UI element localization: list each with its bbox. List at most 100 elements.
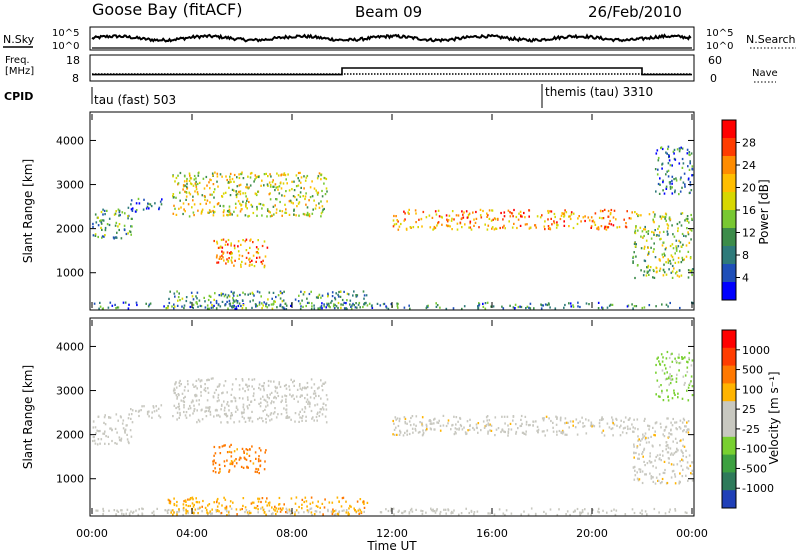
scatter-cell <box>425 511 427 514</box>
scatter-cell <box>648 273 650 276</box>
scatter-cell <box>266 504 268 507</box>
scatter-cell <box>671 352 673 355</box>
scatter-cell <box>321 210 324 213</box>
scatter-cell <box>215 299 218 303</box>
scatter-cell <box>633 478 636 481</box>
scatter-cell <box>185 296 188 299</box>
scatter-cell <box>272 291 275 294</box>
scatter-cell <box>197 507 199 510</box>
scatter-cell <box>467 213 470 217</box>
scatter-cell <box>97 415 100 418</box>
scatter-cell <box>172 175 174 178</box>
scatter-cell <box>306 386 309 389</box>
scatter-cell <box>345 302 347 305</box>
scatter-cell <box>655 305 657 308</box>
scatter-cell <box>385 306 388 309</box>
scatter-cell <box>128 413 130 416</box>
scatter-cell <box>315 296 318 299</box>
scatter-cell <box>655 476 658 479</box>
scatter-cell <box>380 511 383 514</box>
scatter-cell <box>295 496 298 499</box>
power-scatter <box>92 145 694 311</box>
scatter-cell <box>675 380 678 383</box>
scatter-cell <box>283 290 285 293</box>
scatter-cell <box>213 391 216 394</box>
scatter-cell <box>653 231 655 234</box>
scatter-cell <box>148 410 150 413</box>
scatter-cell <box>550 210 553 213</box>
scatter-cell <box>106 209 108 212</box>
scatter-cell <box>487 512 489 515</box>
colorbar-cell <box>722 264 736 283</box>
colorbar-cell <box>722 120 736 139</box>
scatter-cell <box>249 257 251 260</box>
scatter-cell <box>682 468 684 471</box>
scatter-cell <box>487 432 489 435</box>
scatter-cell <box>161 198 163 201</box>
scatter-cell <box>517 427 519 430</box>
scatter-cell <box>323 506 326 509</box>
scatter-cell <box>263 240 266 243</box>
scatter-cell <box>220 421 222 424</box>
scatter-cell <box>528 306 530 309</box>
scatter-cell <box>231 213 233 216</box>
scatter-cell <box>159 200 162 203</box>
scatter-cell <box>104 430 106 433</box>
scatter-cell <box>231 188 234 191</box>
scatter-cell <box>325 421 328 424</box>
scatter-cell <box>135 301 138 304</box>
scatter-cell <box>223 496 225 499</box>
scatter-cell <box>246 186 248 189</box>
scatter-cell <box>649 269 651 272</box>
scatter-cell <box>181 305 183 308</box>
scatter-cell <box>528 209 530 212</box>
scatter-cell <box>316 419 318 422</box>
scatter-cell <box>171 305 173 308</box>
scatter-cell <box>315 415 318 419</box>
scatter-cell <box>130 408 132 411</box>
scatter-cell <box>609 303 612 306</box>
scatter-cell <box>249 300 251 303</box>
y-tick-label: 4000 <box>56 340 84 353</box>
scatter-cell <box>337 293 339 296</box>
scatter-cell <box>641 236 644 239</box>
scatter-cell <box>121 211 124 214</box>
scatter-cell <box>665 441 668 444</box>
scatter-cell <box>556 416 558 419</box>
scatter-cell <box>515 432 517 435</box>
scatter-cell <box>661 477 664 481</box>
scatter-cell <box>341 298 344 302</box>
scatter-cell <box>673 148 676 151</box>
scatter-cell <box>608 304 611 307</box>
scatter-cell <box>360 510 363 513</box>
scatter-cell <box>259 397 262 400</box>
scatter-cell <box>168 297 170 300</box>
scatter-cell <box>241 299 244 302</box>
scatter-cell <box>644 225 646 229</box>
scatter-cell <box>569 513 571 517</box>
scatter-cell <box>284 211 286 214</box>
scatter-cell <box>287 173 289 176</box>
scatter-cell <box>325 177 328 181</box>
scatter-cell <box>198 420 201 423</box>
y-tick-label: 2000 <box>56 223 84 236</box>
scatter-cell <box>529 302 532 305</box>
scatter-cell <box>236 176 238 179</box>
scatter-cell <box>168 301 171 305</box>
scatter-cell <box>290 201 293 204</box>
scatter-cell <box>257 190 259 193</box>
scatter-cell <box>253 506 256 509</box>
scatter-cell <box>468 226 470 229</box>
scatter-cell <box>321 307 323 310</box>
scatter-cell <box>686 389 688 392</box>
scatter-cell <box>182 509 185 512</box>
scatter-cell <box>209 410 212 414</box>
scatter-cell <box>646 513 648 516</box>
scatter-cell <box>545 512 547 515</box>
scatter-cell <box>233 247 236 250</box>
scatter-cell <box>679 472 681 475</box>
scatter-cell <box>186 182 188 185</box>
scatter-cell <box>238 397 241 400</box>
scatter-cell <box>523 510 525 513</box>
scatter-cell <box>256 470 258 474</box>
